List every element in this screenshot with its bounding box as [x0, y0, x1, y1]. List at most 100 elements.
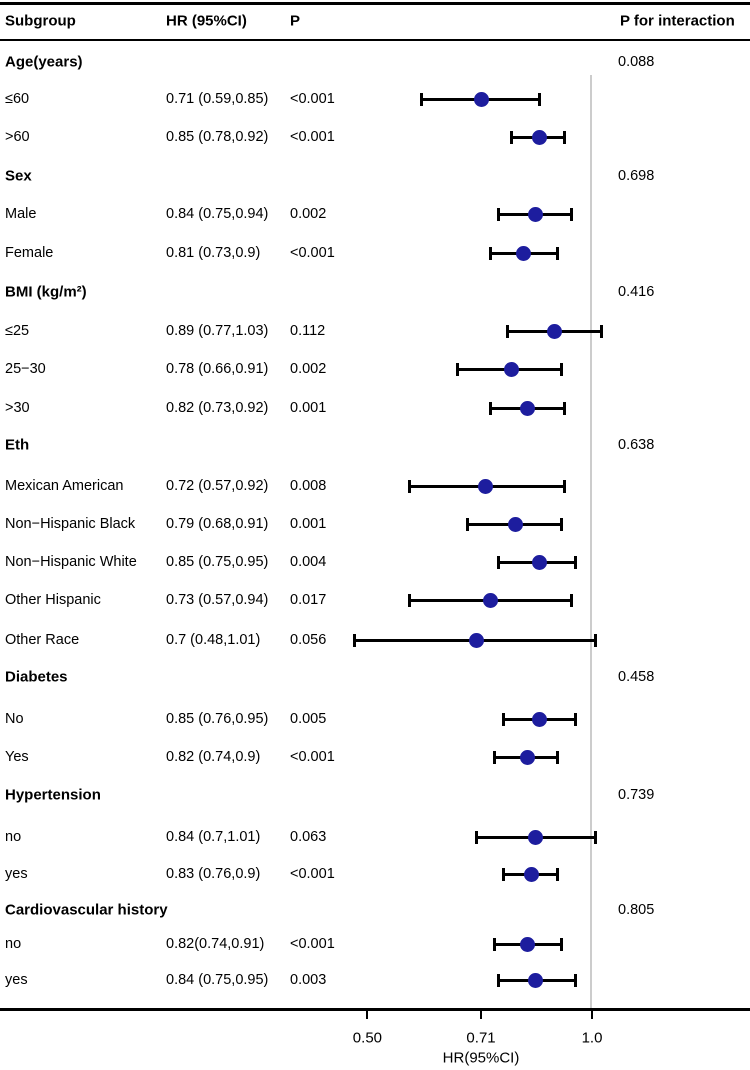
hr-marker — [520, 936, 536, 952]
p-value: 0.056 — [290, 631, 327, 648]
row-label: >30 — [5, 399, 30, 416]
ci-cap-right — [559, 362, 563, 376]
header-rule — [0, 39, 750, 41]
hr-ci-value: 0.85 (0.76,0.95) — [166, 710, 269, 727]
p-value: 0.004 — [290, 553, 327, 570]
hr-marker — [531, 129, 547, 145]
hr-marker — [508, 516, 524, 532]
row-label: no — [5, 935, 22, 952]
hr-ci-value: 0.78 (0.66,0.91) — [166, 360, 269, 377]
ci-cap-left — [408, 593, 412, 607]
p-value: 0.112 — [290, 322, 326, 339]
ci-cap-right — [537, 92, 541, 106]
hr-marker — [516, 245, 532, 261]
ci-cap-left — [505, 324, 509, 338]
ci-cap-right — [563, 401, 567, 415]
ci-cap-left — [455, 362, 459, 376]
row-label: Yes — [5, 748, 29, 765]
group-label: BMI (kg/m²) — [5, 283, 87, 301]
ci-cap-left — [501, 712, 505, 726]
ci-cap-right — [556, 750, 560, 764]
hr-ci-value: 0.7 (0.48,1.01) — [166, 631, 261, 648]
ci-cap-right — [573, 973, 577, 987]
axis-line — [0, 1008, 750, 1011]
ci-cap-left — [419, 92, 423, 106]
hr-marker — [473, 91, 489, 107]
ci-cap-left — [492, 750, 496, 764]
ci-cap-left — [465, 517, 469, 531]
ci-cap-left — [352, 633, 356, 647]
group-label: Cardiovascular history — [5, 901, 168, 919]
hr-ci-value: 0.82(0.74,0.91) — [166, 935, 265, 952]
ci-cap-left — [474, 830, 478, 844]
p-value: 0.001 — [290, 399, 327, 416]
hr-ci-value: 0.73 (0.57,0.94) — [166, 591, 269, 608]
hr-marker — [482, 592, 498, 608]
ci-cap-left — [408, 479, 412, 493]
group-label: Sex — [5, 167, 32, 185]
axis-tick-label: 0.50 — [352, 1029, 383, 1047]
ci-cap-left — [492, 937, 496, 951]
row-label: ≤60 — [5, 90, 30, 107]
hr-ci-value: 0.81 (0.73,0.9) — [166, 244, 261, 261]
p-value: 0.003 — [290, 971, 327, 988]
axis-tick-label: 0.71 — [466, 1029, 496, 1047]
ci-cap-right — [570, 207, 574, 221]
ci-cap-left — [497, 555, 501, 569]
ci-cap-left — [497, 973, 501, 987]
hr-ci-value: 0.85 (0.75,0.95) — [166, 553, 269, 570]
hr-marker — [528, 829, 543, 845]
ci-cap-right — [556, 867, 560, 881]
row-label: Non−Hispanic White — [5, 553, 137, 570]
row-label: yes — [5, 971, 28, 988]
p-value: 0.005 — [290, 710, 327, 727]
p-value: 0.001 — [290, 515, 327, 532]
hr-marker — [528, 206, 543, 222]
axis-title: HR(95%CI) — [442, 1049, 520, 1067]
hr-ci-value: 0.71 (0.59,0.85) — [166, 90, 269, 107]
hr-ci-value: 0.82 (0.74,0.9) — [166, 748, 261, 765]
p-interaction-value: 0.739 — [618, 786, 655, 803]
hr-marker — [478, 478, 494, 494]
column-header-p-interaction: P for interaction — [620, 12, 735, 30]
hr-ci-value: 0.89 (0.77,1.03) — [166, 322, 269, 339]
row-label: ≤25 — [5, 322, 30, 339]
column-header-p: P — [290, 12, 301, 30]
row-label: No — [5, 710, 24, 727]
ci-cap-left — [509, 130, 513, 144]
hr-ci-value: 0.85 (0.78,0.92) — [166, 128, 269, 145]
ci-cap-right — [559, 937, 563, 951]
hr-ci-value: 0.72 (0.57,0.92) — [166, 477, 269, 494]
p-value: 0.002 — [290, 205, 327, 222]
p-interaction-value: 0.416 — [618, 283, 655, 300]
p-interaction-value: 0.088 — [618, 53, 655, 70]
row-label: Other Race — [5, 631, 80, 648]
hr-ci-value: 0.82 (0.73,0.92) — [166, 399, 269, 416]
hr-marker — [520, 749, 536, 765]
group-label: Eth — [5, 436, 30, 454]
hr-marker — [520, 400, 536, 416]
ci-cap-left — [488, 401, 492, 415]
column-header-hr-ci: HR (95%CI) — [166, 12, 247, 30]
row-label: yes — [5, 865, 28, 882]
reference-line — [590, 75, 592, 1010]
p-value: <0.001 — [290, 748, 335, 765]
p-value: <0.001 — [290, 865, 335, 882]
axis-tick — [480, 1011, 483, 1019]
hr-marker — [531, 554, 547, 570]
p-value: <0.001 — [290, 128, 335, 145]
p-value: <0.001 — [290, 244, 335, 261]
axis-tick-label: 1.0 — [581, 1029, 603, 1047]
row-label: Non−Hispanic Black — [5, 515, 136, 532]
group-label: Age(years) — [5, 53, 83, 71]
ci-cap-right — [563, 130, 567, 144]
group-label: Hypertension — [5, 786, 101, 804]
p-interaction-value: 0.458 — [618, 668, 655, 685]
hr-marker — [468, 632, 484, 648]
group-label: Diabetes — [5, 668, 68, 686]
ci-cap-right — [600, 324, 604, 338]
ci-cap-right — [593, 830, 597, 844]
top-rule — [0, 2, 750, 5]
ci-cap-right — [570, 593, 574, 607]
